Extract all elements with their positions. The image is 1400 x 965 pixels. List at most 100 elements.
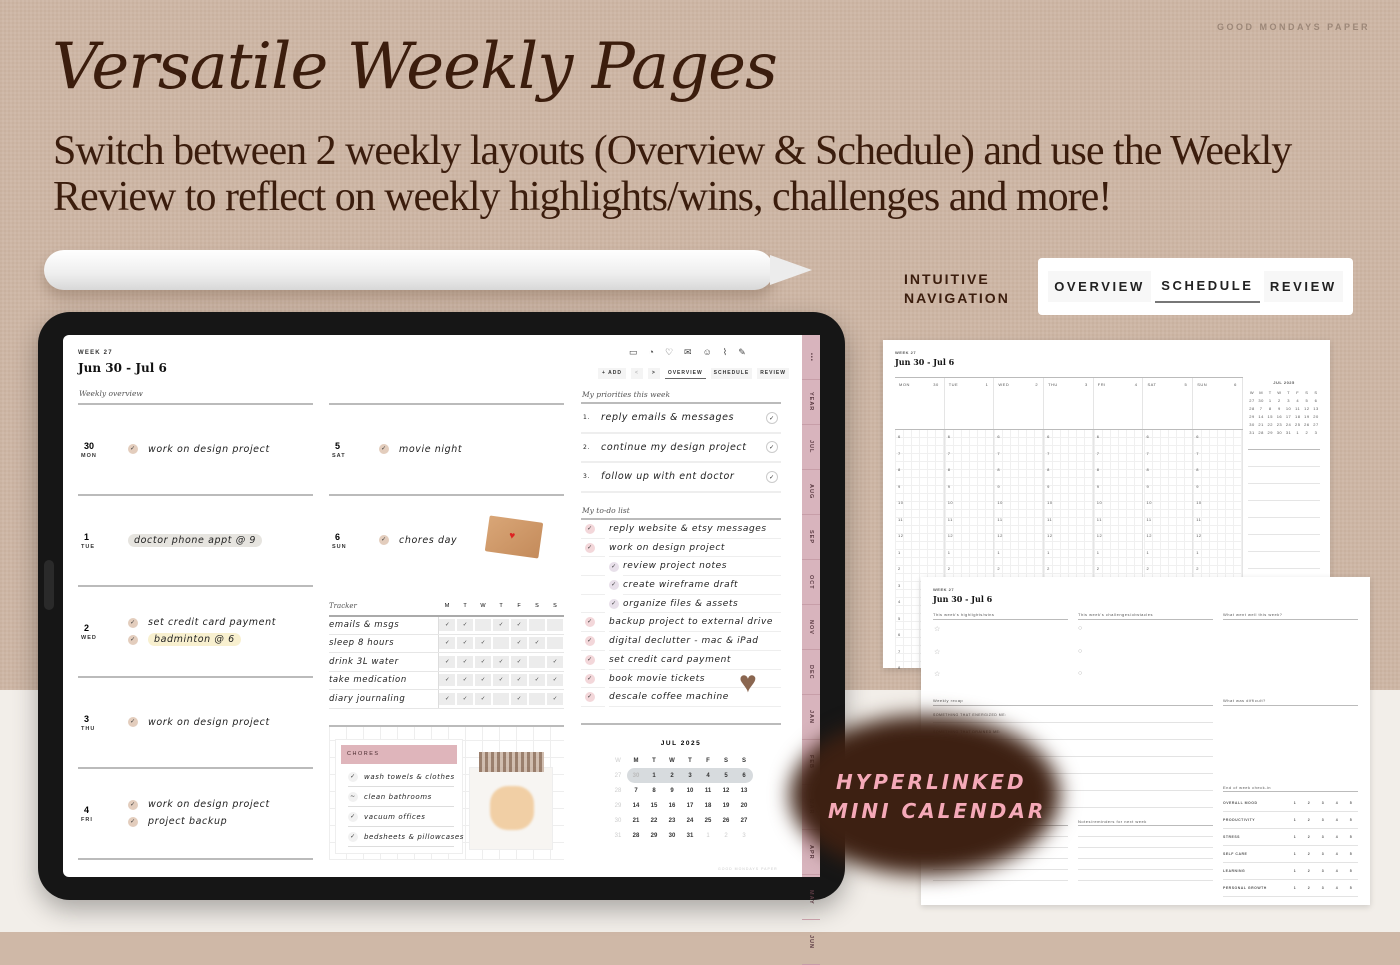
schedule-cal-cell[interactable]: W	[1277, 390, 1282, 395]
checkin-score[interactable]: 3	[1321, 886, 1325, 890]
calendar-day[interactable]: 24	[686, 817, 694, 824]
tab-review[interactable]: REVIEW	[757, 368, 789, 379]
habit-check[interactable]: ✓	[439, 692, 456, 705]
pie-chart-icon[interactable]: ◔	[648, 347, 654, 357]
checkin-score[interactable]: 1	[1293, 835, 1297, 839]
calendar-day[interactable]: 22	[650, 817, 658, 824]
schedule-cal-cell[interactable]: 27	[1313, 422, 1319, 427]
prev-button[interactable]: <	[630, 368, 643, 379]
schedule-cal-cell[interactable]: 24	[1285, 422, 1292, 427]
schedule-cal-cell[interactable]: 13	[1313, 406, 1319, 411]
todo-check-icon[interactable]: ✓	[585, 636, 595, 647]
day-event[interactable]: ✓ set credit card payment	[128, 617, 276, 628]
pencil-icon[interactable]: ✎	[738, 347, 746, 357]
todo-check-icon[interactable]: ✓	[585, 673, 595, 684]
calendar-week-number[interactable]: 31	[614, 832, 622, 839]
chore-check-icon[interactable]: ✓	[348, 772, 358, 782]
check-icon[interactable]: ✓	[379, 535, 389, 545]
tracker-cell[interactable]	[546, 615, 564, 635]
schedule-cal-cell[interactable]: 30	[1258, 398, 1264, 403]
side-tab-may[interactable]: MAY	[802, 875, 820, 920]
side-tab-sep[interactable]: SEP	[802, 515, 820, 560]
schedule-cal-cell[interactable]: 29	[1267, 430, 1273, 435]
side-tab-jul[interactable]: JUL	[802, 425, 820, 470]
side-tab-oct[interactable]: OCT	[802, 560, 820, 605]
schedule-cal-cell[interactable]: 30	[1276, 430, 1283, 435]
habit-check[interactable]: ✓	[493, 655, 509, 668]
tracker-cell[interactable]: ✓	[510, 615, 528, 635]
side-tab-nov[interactable]: NOV	[802, 605, 820, 650]
schedule-cal-cell[interactable]: 5	[1305, 398, 1309, 403]
chore-check-icon[interactable]: ✓	[348, 832, 358, 842]
schedule-cal-cell[interactable]: T	[1268, 390, 1272, 395]
habit-check[interactable]: ✓	[493, 619, 509, 631]
side-tab-year[interactable]: YEAR	[802, 380, 820, 425]
schedule-cal-row[interactable]: 28 7 8 9 10 11 12 13	[1248, 406, 1320, 411]
todo-check-icon[interactable]: ✓	[585, 542, 595, 553]
smile-icon[interactable]: ☺	[702, 347, 712, 357]
checkin-score[interactable]: 3	[1321, 852, 1325, 856]
schedule-cal-cell[interactable]: 29	[1249, 414, 1255, 419]
tracker-cell[interactable]: ✓	[474, 689, 492, 709]
habit-check[interactable]: ✓	[547, 674, 563, 687]
calendar-day[interactable]: 12	[722, 787, 730, 794]
tracker-cell[interactable]	[528, 652, 546, 672]
day-event[interactable]: doctor phone appt @ 9	[128, 533, 263, 547]
tracker-cell[interactable]: ✓	[510, 652, 528, 672]
calendar-day[interactable]: 25	[704, 817, 712, 824]
schedule-cal-cell[interactable]: 28	[1258, 430, 1264, 435]
checkin-score[interactable]: 4	[1335, 869, 1339, 873]
check-icon[interactable]: ✓	[379, 444, 389, 454]
checkin-score[interactable]: 3	[1321, 818, 1325, 822]
nav-tab-schedule[interactable]: SCHEDULE	[1155, 270, 1260, 303]
todo-item[interactable]: ✓ set credit card payment	[581, 651, 781, 670]
todo-item[interactable]: ✓ work on design project	[581, 539, 781, 558]
checkin-row[interactable]: PRODUCTIVITY 1 2 3 4 5	[1223, 812, 1358, 829]
todo-item[interactable]: ✓ backup project to external drive	[581, 613, 781, 633]
calendar-day[interactable]: 26	[722, 817, 730, 824]
schedule-cal-cell[interactable]: 9	[1278, 406, 1281, 411]
schedule-cal-cell[interactable]: 21	[1258, 422, 1264, 427]
habit-check[interactable]: ✓	[511, 619, 527, 631]
side-tab-menu[interactable]: •••	[802, 335, 820, 380]
checkin-score[interactable]: 2	[1307, 869, 1311, 873]
checkin-score[interactable]: 4	[1335, 801, 1339, 805]
calendar-day[interactable]: 7	[634, 787, 638, 794]
subtask-check-icon[interactable]: ✓	[609, 580, 619, 591]
calendar-day[interactable]: 14	[632, 802, 640, 809]
calendar-day[interactable]: 16	[668, 802, 676, 809]
schedule-cal-cell[interactable]: 23	[1276, 422, 1283, 427]
heart-icon[interactable]: ♡	[664, 347, 674, 357]
check-icon[interactable]: ✓	[128, 799, 138, 810]
nav-tab-review[interactable]: REVIEW	[1263, 271, 1343, 302]
schedule-cal-cell[interactable]: 16	[1276, 414, 1283, 419]
subtask-check-icon[interactable]: ✓	[609, 561, 619, 572]
checkin-score[interactable]: 2	[1307, 852, 1311, 856]
check-icon[interactable]: ✓	[128, 634, 138, 645]
priority-item[interactable]: 1. reply emails & messages ✓	[581, 404, 781, 434]
habit-check[interactable]: ✓	[457, 674, 473, 687]
tracker-cell[interactable]: ✓	[510, 671, 528, 690]
schedule-cal-row[interactable]: 31 28 29 30 31 1 2 3	[1248, 430, 1320, 435]
habit-check[interactable]: ✓	[475, 674, 491, 687]
tracker-cell[interactable]: ✓	[546, 671, 564, 690]
side-tab-aug[interactable]: AUG	[802, 470, 820, 515]
todo-item[interactable]: ✓ digital declutter - mac & iPad	[581, 632, 781, 651]
checkin-row[interactable]: SELF CARE 1 2 3 4 5	[1223, 846, 1358, 863]
schedule-cal-cell[interactable]: 31	[1249, 430, 1255, 435]
tracker-cell[interactable]: ✓	[510, 634, 528, 653]
habit-check[interactable]: ✓	[547, 655, 563, 668]
calendar-day[interactable]: 17	[686, 802, 694, 809]
priority-item[interactable]: 2. continue my design project ✓	[581, 434, 781, 463]
calendar-day[interactable]: 3	[681, 768, 699, 783]
chore-item[interactable]: ✓ bedsheets & pillowcases	[348, 832, 463, 847]
checkin-score[interactable]: 5	[1349, 869, 1353, 873]
schedule-cal-cell[interactable]: 19	[1304, 414, 1310, 419]
calendar-day[interactable]: 21	[632, 817, 640, 824]
todo-check-icon[interactable]: ✓	[585, 524, 595, 534]
calendar-day[interactable]: 2	[663, 768, 681, 783]
schedule-cal-cell[interactable]: 4	[1296, 398, 1300, 403]
day-event[interactable]: ✓ movie night	[379, 444, 462, 455]
schedule-cal-cell[interactable]: 25	[1294, 422, 1301, 427]
schedule-cal-cell[interactable]: 27	[1249, 398, 1255, 403]
